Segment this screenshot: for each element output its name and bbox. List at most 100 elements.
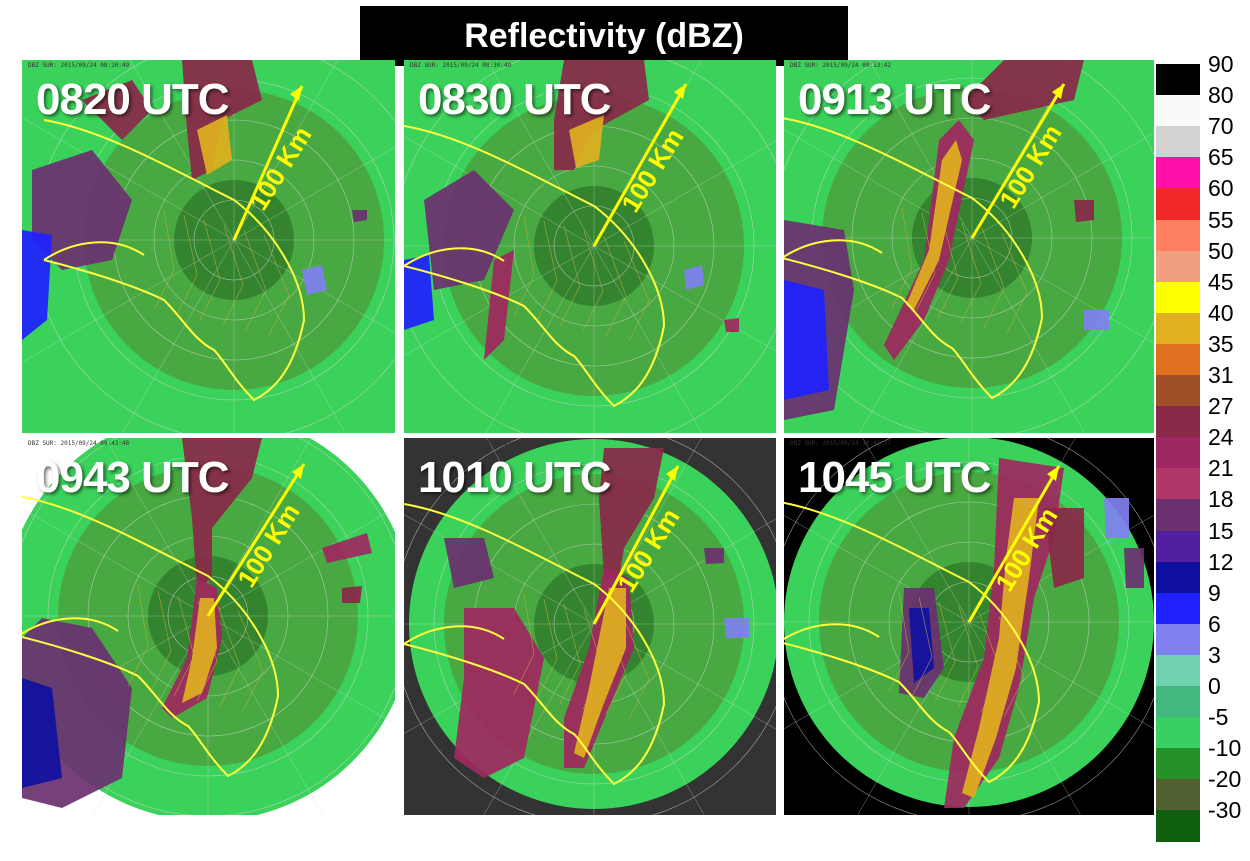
district-boundary: [937, 217, 959, 319]
colorbar-label: -30: [1208, 797, 1242, 824]
district-boundary: [536, 220, 558, 322]
district-boundary: [914, 212, 936, 314]
echo-region: [1044, 508, 1084, 588]
district-boundary: [263, 234, 290, 336]
radar-panel: 100 Km DBZ SUR: 2015/09/24 10:10:32 1010 U…: [404, 438, 776, 815]
colorbar-swatch: [1156, 779, 1200, 812]
colorbar-label: 9: [1208, 579, 1221, 606]
coastline: [22, 617, 119, 635]
colorbar-swatch: [1156, 499, 1200, 532]
district-boundary: [1001, 232, 1028, 334]
colorbar-swatch: [1156, 437, 1200, 470]
colorbar-swatch: [1156, 126, 1200, 159]
colorbar-swatch: [1156, 250, 1200, 283]
range-arrow: [232, 85, 304, 241]
echo-region: [964, 60, 1084, 120]
azimuth-line: [857, 621, 970, 815]
radar-image: 100 Km: [784, 60, 1154, 433]
azimuth-line: [486, 60, 595, 247]
colorbar-swatch: [1156, 406, 1200, 439]
echo-region: [404, 255, 434, 330]
colorbar-swatch: [1156, 686, 1200, 719]
colorbar-label: 55: [1208, 206, 1234, 233]
colorbar-label: 24: [1208, 424, 1234, 451]
range-arrow: [592, 465, 680, 625]
azimuth-line: [862, 438, 970, 623]
azimuth-line: [92, 615, 209, 815]
colorbar-swatch: [1156, 623, 1200, 656]
range-arrow: [206, 463, 306, 617]
echo-region: [302, 265, 327, 295]
azimuth-line: [233, 60, 339, 241]
colorbar-swatch: [1156, 561, 1200, 594]
panel-time-label: 1010 UTC: [418, 453, 612, 502]
colorbar-swatch: [1156, 748, 1200, 781]
radar-image: 100 Km: [404, 60, 776, 433]
district-boundary: [196, 600, 218, 702]
district-boundary: [222, 224, 244, 326]
figure-title: Reflectivity (dBZ): [360, 6, 848, 66]
panel-timestamp: DBZ SUR: 2015/09/24 10:10:32: [410, 440, 512, 447]
echo-region: [724, 618, 749, 638]
azimuth-line: [104, 438, 209, 617]
district-boundary: [911, 596, 933, 698]
arrow-head: [1047, 466, 1059, 481]
radar-panel: 100 Km DBZ SUR: 2015/09/24 10:45:37 1045 U…: [784, 438, 1154, 815]
colorbar-swatch: [1156, 95, 1200, 128]
colorbar-label: 18: [1208, 486, 1234, 513]
coastline: [43, 119, 306, 402]
radar-image: 100 Km: [784, 438, 1154, 815]
colorbar-label: 0: [1208, 673, 1221, 699]
coastline: [404, 125, 666, 408]
echo-region: [322, 533, 372, 563]
radar-panel: 100 Km DBZ SUR: 2015/09/24 08:30:49 0830 U…: [404, 60, 776, 433]
colorbar-label: 65: [1208, 144, 1234, 171]
radar-image: 100 Km: [404, 438, 776, 815]
echo-region: [724, 318, 739, 332]
echo-region: [182, 438, 262, 588]
azimuth-line: [486, 438, 595, 625]
echo-region: [962, 498, 1039, 798]
azimuth-line: [593, 245, 776, 352]
coastline: [404, 625, 505, 645]
colorbar-label: 50: [1208, 237, 1234, 264]
echo-region: [444, 538, 494, 588]
colorbar-swatch: [1156, 219, 1200, 252]
colorbar-swatch: [1156, 810, 1200, 843]
district-boundary: [978, 611, 1002, 713]
coastline: [784, 239, 883, 258]
colorbar-label: 3: [1208, 641, 1221, 668]
district-boundary: [888, 591, 910, 693]
echo-region: [22, 230, 52, 340]
district-boundary: [199, 219, 221, 321]
district-boundary: [173, 595, 195, 697]
azimuth-line: [593, 245, 703, 433]
panel-time-label: 1045 UTC: [798, 453, 992, 502]
colorbar-swatch: [1156, 188, 1200, 221]
colorbar-label: 21: [1208, 455, 1234, 482]
district-boundary: [582, 608, 604, 710]
district-boundary: [623, 240, 650, 342]
district-boundary: [127, 585, 149, 687]
district-boundary: [559, 225, 581, 327]
radar-image: 100 Km: [22, 438, 395, 815]
colorbar-label: -5: [1208, 704, 1229, 731]
panel-time-label: 0830 UTC: [418, 75, 612, 124]
colorbar-swatch: [1156, 468, 1200, 501]
echo-region: [424, 170, 514, 290]
coastline: [22, 495, 280, 778]
district-boundary: [559, 603, 581, 705]
district-boundary: [582, 230, 604, 332]
colorbar-swatch: [1156, 281, 1200, 314]
azimuth-line: [207, 615, 324, 815]
panel-timestamp: DBZ SUR: 2015/09/24 08:30:49: [410, 62, 512, 69]
echo-region: [1124, 548, 1144, 588]
echo-region: [182, 598, 217, 703]
colorbar-label: 45: [1208, 268, 1234, 295]
colorbar-label: 31: [1208, 362, 1234, 388]
colorbar-swatch: [1156, 717, 1200, 750]
colorbar-swatch: [1156, 592, 1200, 625]
echo-region: [82, 80, 152, 140]
arrow-head: [292, 464, 304, 479]
echo-region: [599, 448, 664, 578]
